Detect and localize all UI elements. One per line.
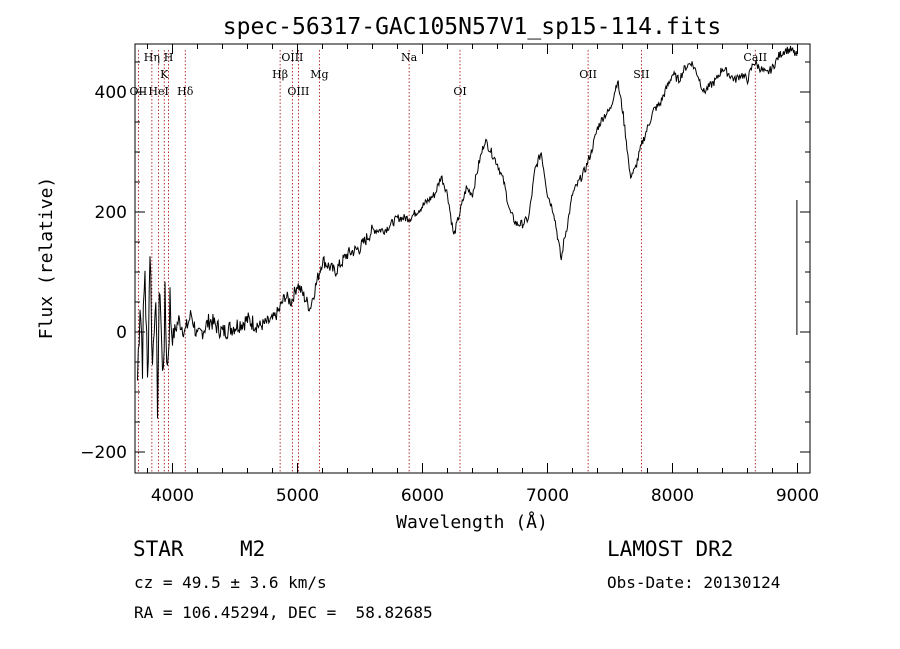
line-label: OIII: [287, 85, 309, 98]
x-tick-label: 4000: [151, 486, 194, 506]
coordinates: RA = 106.45294, DEC = 58.82685: [134, 603, 433, 622]
line-label: OI: [453, 85, 466, 98]
x-tick-label: 9000: [776, 486, 819, 506]
line-label: Hη: [144, 51, 160, 64]
line-label: Hδ: [177, 85, 194, 98]
x-axis-label: Wavelength (Å): [396, 511, 548, 533]
line-label: SII: [633, 68, 649, 81]
redshift-velocity: cz = 49.5 ± 3.6 km/s: [134, 573, 327, 592]
object-subclass: M2: [240, 537, 266, 561]
observation-date: Obs-Date: 20130124: [607, 573, 781, 592]
line-label: OIII: [281, 51, 303, 64]
x-axis-ticks: 4000 5000 6000 7000 8000 9000: [147, 44, 819, 506]
x-tick-label: 7000: [526, 486, 569, 506]
line-label: Mg: [310, 68, 328, 81]
plot-frame: [134, 43, 811, 474]
object-class: STAR: [133, 537, 184, 561]
line-label: CaII: [743, 51, 767, 64]
y-tick-label: 0: [116, 323, 127, 343]
x-tick-label: 8000: [651, 486, 694, 506]
line-markers: [137, 50, 756, 473]
line-label: H: [164, 51, 174, 64]
y-tick-label: −200: [80, 443, 127, 463]
x-tick-label: 6000: [401, 486, 444, 506]
line-label: HeI: [148, 85, 168, 98]
y-tick-label: 200: [95, 203, 127, 223]
chart-title: spec-56317-GAC105N57V1_sp15-114.fits: [223, 14, 722, 40]
line-label: K: [160, 68, 169, 81]
y-tick-label: 400: [95, 83, 127, 103]
y-axis-ticks: −200 0 200 400: [80, 61, 810, 463]
x-tick-label: 5000: [276, 486, 319, 506]
y-axis-label: Flux (relative): [36, 177, 57, 340]
line-label: Na: [401, 51, 418, 64]
line-label: OII: [579, 68, 597, 81]
survey-name: LAMOST DR2: [607, 537, 734, 561]
spectrum-line: [137, 45, 798, 419]
line-label: Hβ: [272, 68, 288, 81]
